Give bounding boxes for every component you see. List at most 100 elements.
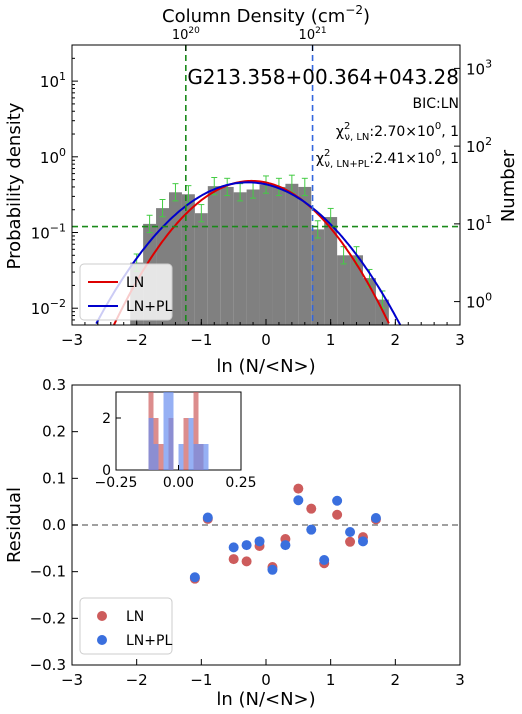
legend-label: LN bbox=[126, 275, 144, 291]
x-tick-label: 2 bbox=[391, 671, 401, 689]
residual-point-ln-pl bbox=[370, 513, 381, 523]
x-tick-label: −3 bbox=[61, 331, 83, 349]
top-tick-label: 1020 bbox=[172, 26, 200, 43]
y-tick-label: 10−2 bbox=[31, 297, 66, 318]
y-tick-label: −0.1 bbox=[30, 563, 66, 581]
residual-points bbox=[189, 483, 381, 584]
bottom-legend: LN LN+PL bbox=[79, 597, 173, 655]
residual-inset-histogram: −0.25 0.00 0.25 2 0 bbox=[95, 391, 257, 491]
fit-curve-ln-pl bbox=[95, 181, 402, 326]
top-xlabel: ln (N/<N>) bbox=[216, 356, 315, 377]
residual-point-ln-pl bbox=[358, 536, 368, 547]
y-right-tick-label: 100 bbox=[466, 291, 492, 312]
histogram-bar bbox=[298, 186, 312, 325]
y-right-tick-label: 103 bbox=[466, 57, 492, 78]
inset-bar-ln bbox=[193, 392, 199, 470]
bottom-ylabel: Residual bbox=[4, 487, 25, 563]
top-axis-ticks: −3 −2 −1 0 1 2 3 101 100 10−1 10−2 103 102 101 100 1020… bbox=[31, 26, 492, 349]
histogram-bar bbox=[324, 217, 338, 325]
inset-bar-ln-pl bbox=[148, 418, 154, 470]
histogram-bar bbox=[181, 194, 195, 325]
legend-marker bbox=[97, 611, 107, 621]
x-tick-label: −1 bbox=[190, 671, 212, 689]
residual-point-ln-pl bbox=[332, 495, 343, 506]
inset-bar-ln bbox=[158, 444, 164, 470]
inset-y-tick-label: 2 bbox=[102, 411, 111, 427]
residual-point-ln-pl bbox=[306, 524, 317, 535]
x-tick-label: 1 bbox=[326, 331, 336, 349]
residual-point-ln-pl bbox=[189, 572, 200, 583]
source-name: G213.358+00.364+043.28 bbox=[187, 65, 459, 89]
y-tick-label: −0.2 bbox=[30, 609, 66, 627]
residual-point-ln-pl bbox=[241, 540, 252, 551]
reference-lines bbox=[72, 45, 460, 325]
y-tick-label: 100 bbox=[40, 146, 66, 167]
inset-bar-ln-pl bbox=[168, 392, 174, 470]
density-panel: −3 −2 −1 0 1 2 3 101 100 10−1 10−2 103 102 101 100 1020… bbox=[4, 3, 519, 377]
y-tick-label: 0.0 bbox=[42, 516, 66, 534]
residual-point-ln-pl bbox=[345, 527, 356, 537]
residual-point-ln bbox=[293, 483, 304, 494]
x-tick-label: −3 bbox=[61, 671, 83, 689]
top-axis-label: Column Density (cm−2) bbox=[162, 3, 370, 27]
x-tick-label: 1 bbox=[326, 671, 336, 689]
legend-label: LN+PL bbox=[126, 299, 172, 315]
x-tick-label: −2 bbox=[126, 671, 148, 689]
y-tick-label: 101 bbox=[40, 70, 66, 91]
residual-point-ln-pl bbox=[267, 564, 278, 575]
residual-point-ln bbox=[332, 509, 343, 520]
inset-x-tick-label: 0.00 bbox=[163, 475, 194, 491]
histogram-bar bbox=[259, 184, 273, 325]
inset-y-tick-label: 0 bbox=[102, 463, 111, 479]
residual-point-ln-pl bbox=[293, 495, 304, 506]
histogram-bar bbox=[207, 186, 221, 325]
bottom-axis-ticks: −3 −2 −1 0 1 2 3 0.3 0.2 0.1 0.0 −0.1 −0.2 −0.3 bbox=[30, 376, 465, 689]
histogram-bar bbox=[233, 192, 247, 325]
residual-point-ln-pl bbox=[202, 512, 213, 523]
y-tick-label: 0.2 bbox=[42, 423, 66, 441]
chi-lnpl-label: χ2 ν, LN+PL:2.41×100, 1 bbox=[316, 148, 459, 170]
histogram-bar bbox=[311, 229, 325, 325]
histogram-bars bbox=[130, 183, 389, 325]
residual-point-ln bbox=[345, 536, 356, 547]
histogram-bar bbox=[285, 183, 299, 325]
fit-curve-ln bbox=[113, 179, 390, 326]
bottom-xlabel: ln (N/<N>) bbox=[216, 689, 315, 710]
inset-bar-ln-pl bbox=[153, 444, 159, 470]
inset-bar-ln bbox=[183, 418, 189, 470]
bic-label: BIC:LN bbox=[413, 96, 460, 112]
histogram-bar bbox=[272, 186, 286, 325]
inset-bar-ln-pl bbox=[188, 418, 194, 470]
x-tick-label: 3 bbox=[455, 331, 465, 349]
top-ylabel: Probability density bbox=[4, 102, 25, 269]
top-ylabel-right: Number bbox=[498, 149, 519, 222]
histogram-bar bbox=[246, 189, 260, 325]
top-legend: LN LN+PL bbox=[79, 263, 173, 321]
x-tick-label: 3 bbox=[455, 671, 465, 689]
chi-ln-label: χ2 ν, LN:2.70×100, 1 bbox=[336, 121, 459, 143]
residual-panel: −3 −2 −1 0 1 2 3 0.3 0.2 0.1 0.0 −0.1 −0.2 −0.3 ln (N… bbox=[4, 376, 465, 710]
residual-point-ln-pl bbox=[228, 542, 239, 553]
residual-point-ln bbox=[306, 503, 317, 514]
residual-point-ln bbox=[241, 556, 252, 567]
inset-bar-ln-pl bbox=[193, 444, 199, 470]
inset-bar-ln-pl bbox=[163, 392, 169, 470]
inset-bar-ln-pl bbox=[198, 444, 209, 470]
residual-point-ln-pl bbox=[280, 540, 291, 551]
x-tick-label: 2 bbox=[391, 331, 401, 349]
y-tick-label: 0.3 bbox=[42, 376, 66, 394]
histogram-bar bbox=[350, 255, 363, 325]
y-tick-label: −0.3 bbox=[30, 656, 66, 674]
histogram-bar bbox=[194, 213, 208, 325]
legend-label: LN bbox=[126, 609, 144, 625]
y-right-tick-label: 101 bbox=[466, 213, 492, 234]
x-tick-label: 0 bbox=[261, 331, 271, 349]
x-tick-label: −1 bbox=[190, 331, 212, 349]
residual-point-ln-pl bbox=[319, 555, 330, 565]
histogram-bar bbox=[337, 255, 351, 325]
histogram-bar bbox=[220, 186, 234, 325]
legend-label: LN+PL bbox=[126, 633, 172, 649]
x-tick-label: 0 bbox=[261, 671, 271, 689]
inset-bar-ln-pl bbox=[178, 444, 184, 470]
